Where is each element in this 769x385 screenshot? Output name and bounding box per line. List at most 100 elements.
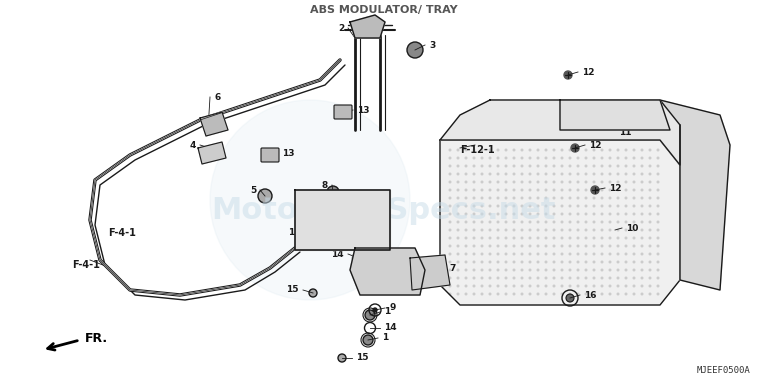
Circle shape xyxy=(545,245,547,247)
Circle shape xyxy=(513,149,514,151)
Circle shape xyxy=(593,221,594,223)
Circle shape xyxy=(334,226,337,229)
Circle shape xyxy=(449,165,451,167)
Circle shape xyxy=(569,173,571,175)
Circle shape xyxy=(593,173,594,175)
Text: 1: 1 xyxy=(384,273,390,283)
Circle shape xyxy=(529,189,531,191)
Circle shape xyxy=(513,165,514,167)
Circle shape xyxy=(538,237,539,239)
Circle shape xyxy=(498,213,499,215)
Circle shape xyxy=(498,245,499,247)
Circle shape xyxy=(513,293,514,295)
Circle shape xyxy=(498,269,499,271)
Circle shape xyxy=(553,229,554,231)
Circle shape xyxy=(657,221,659,223)
Polygon shape xyxy=(350,15,385,38)
Circle shape xyxy=(458,165,459,167)
Circle shape xyxy=(481,221,483,223)
Circle shape xyxy=(545,213,547,215)
Circle shape xyxy=(505,261,507,263)
Text: 8: 8 xyxy=(321,181,328,189)
Circle shape xyxy=(609,189,611,191)
Circle shape xyxy=(601,165,603,167)
Circle shape xyxy=(538,277,539,279)
Text: 1: 1 xyxy=(382,333,388,343)
Circle shape xyxy=(374,196,377,199)
Circle shape xyxy=(601,173,603,175)
Circle shape xyxy=(601,229,603,231)
Circle shape xyxy=(585,149,587,151)
Polygon shape xyxy=(440,100,680,165)
Circle shape xyxy=(649,197,651,199)
Circle shape xyxy=(569,213,571,215)
Circle shape xyxy=(521,245,523,247)
Circle shape xyxy=(601,157,603,159)
Circle shape xyxy=(585,221,587,223)
Circle shape xyxy=(465,157,467,159)
Circle shape xyxy=(616,104,624,112)
Circle shape xyxy=(641,157,643,159)
Circle shape xyxy=(618,197,619,199)
Circle shape xyxy=(529,237,531,239)
Circle shape xyxy=(569,293,571,295)
Circle shape xyxy=(465,237,467,239)
Circle shape xyxy=(633,285,634,287)
Circle shape xyxy=(498,285,499,287)
Circle shape xyxy=(569,269,571,271)
Circle shape xyxy=(585,197,587,199)
Circle shape xyxy=(618,229,619,231)
Circle shape xyxy=(458,189,459,191)
Circle shape xyxy=(505,173,507,175)
Circle shape xyxy=(489,245,491,247)
Circle shape xyxy=(601,293,603,295)
Text: 15: 15 xyxy=(288,228,301,236)
Circle shape xyxy=(505,165,507,167)
Circle shape xyxy=(465,253,467,255)
Circle shape xyxy=(593,261,594,263)
Circle shape xyxy=(529,285,531,287)
Circle shape xyxy=(578,221,579,223)
Circle shape xyxy=(545,285,547,287)
Circle shape xyxy=(601,269,603,271)
Circle shape xyxy=(625,181,627,183)
Circle shape xyxy=(529,229,531,231)
Circle shape xyxy=(489,165,491,167)
Circle shape xyxy=(473,221,474,223)
Circle shape xyxy=(538,221,539,223)
Circle shape xyxy=(633,229,634,231)
Circle shape xyxy=(465,189,467,191)
Circle shape xyxy=(641,197,643,199)
Circle shape xyxy=(625,253,627,255)
Circle shape xyxy=(625,213,627,215)
Circle shape xyxy=(625,237,627,239)
Circle shape xyxy=(344,226,347,229)
Circle shape xyxy=(513,189,514,191)
Circle shape xyxy=(449,157,451,159)
Circle shape xyxy=(569,205,571,207)
Circle shape xyxy=(529,213,531,215)
Circle shape xyxy=(657,277,659,279)
Circle shape xyxy=(481,261,483,263)
Circle shape xyxy=(449,253,451,255)
Circle shape xyxy=(304,196,307,199)
Circle shape xyxy=(649,245,651,247)
Circle shape xyxy=(569,197,571,199)
Circle shape xyxy=(609,277,611,279)
Circle shape xyxy=(458,269,459,271)
Circle shape xyxy=(334,196,337,199)
Circle shape xyxy=(641,189,643,191)
Circle shape xyxy=(521,165,523,167)
Circle shape xyxy=(481,237,483,239)
Circle shape xyxy=(625,221,627,223)
Circle shape xyxy=(649,181,651,183)
Circle shape xyxy=(553,277,554,279)
Circle shape xyxy=(365,275,375,285)
Circle shape xyxy=(473,277,474,279)
Circle shape xyxy=(374,206,377,209)
Circle shape xyxy=(609,165,611,167)
Circle shape xyxy=(649,157,651,159)
Circle shape xyxy=(545,237,547,239)
Circle shape xyxy=(657,197,659,199)
Circle shape xyxy=(561,173,563,175)
